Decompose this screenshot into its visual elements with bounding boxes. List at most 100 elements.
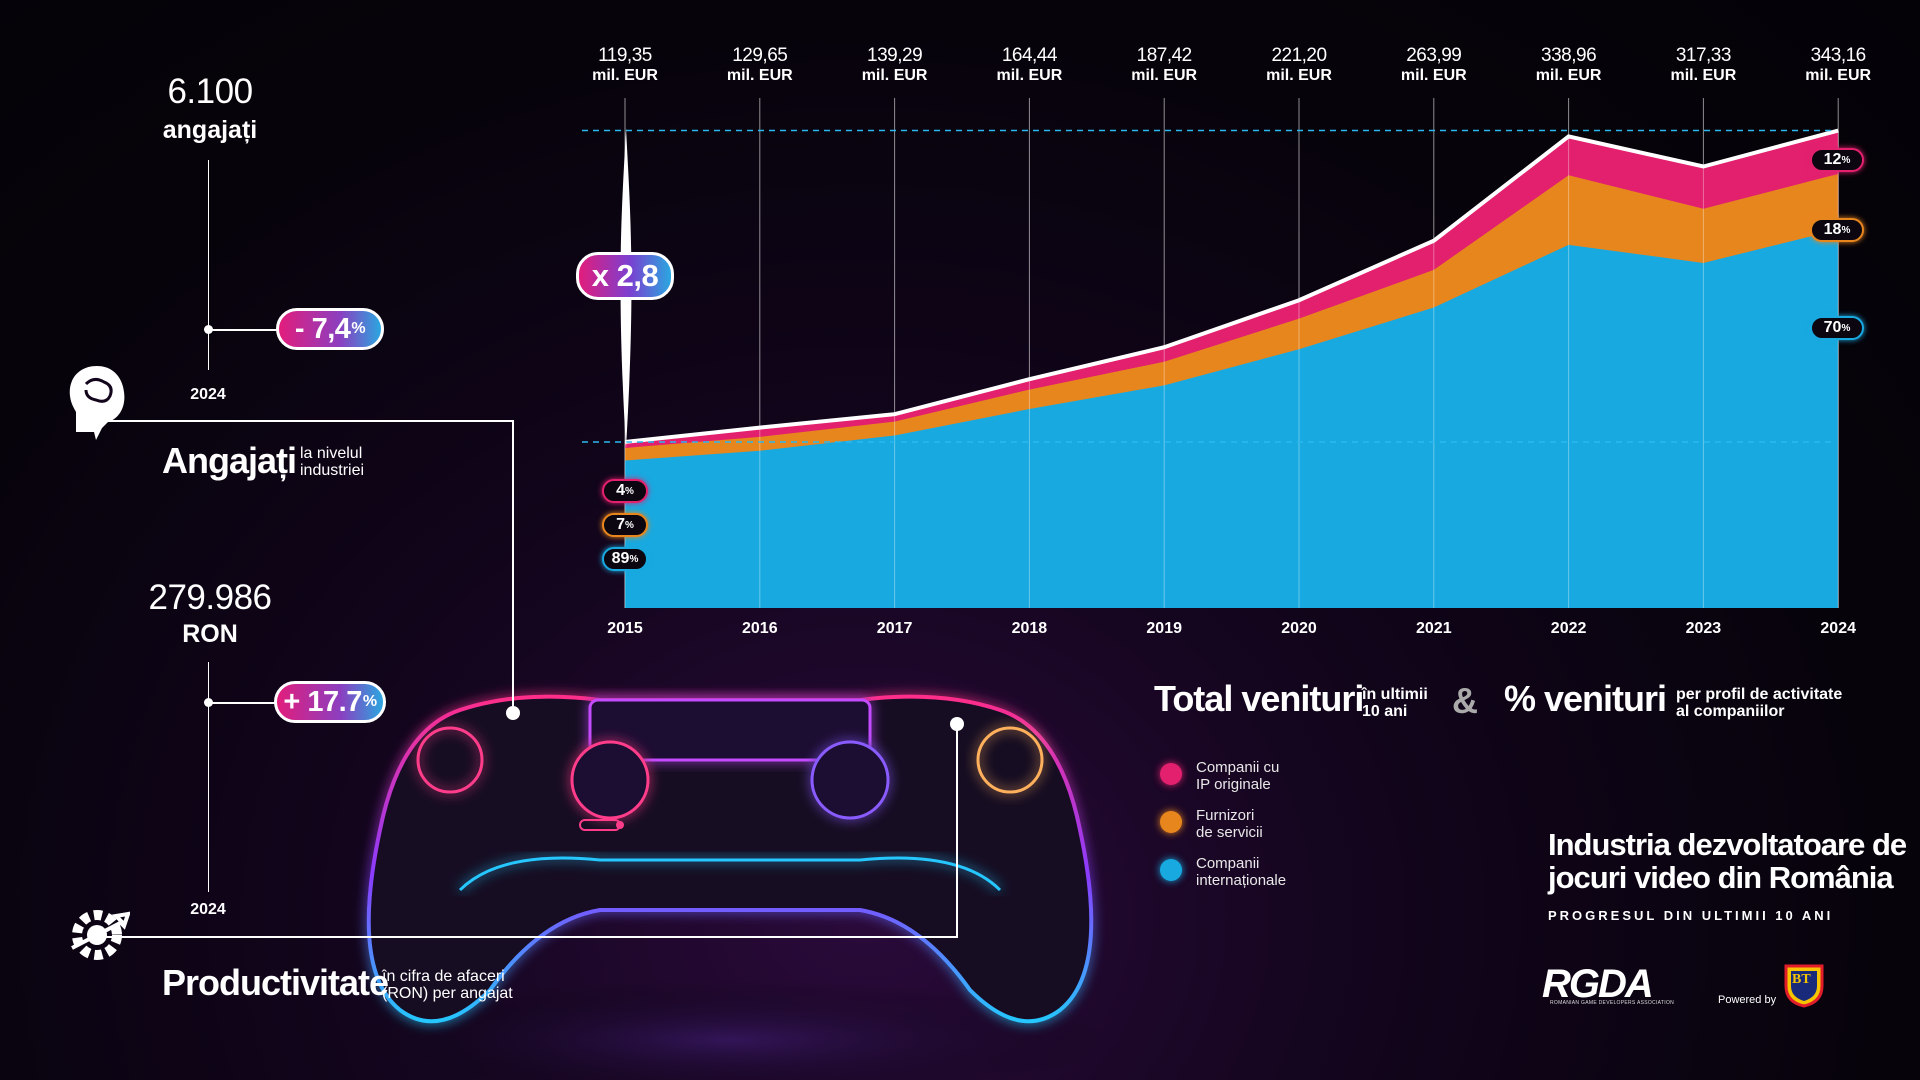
employees-lead-h	[96, 420, 514, 422]
legend-ip-line1: Companii cu	[1196, 759, 1280, 776]
total-value-number: 317,33	[1675, 45, 1732, 66]
area-companii-interna-ionale	[625, 229, 1839, 608]
productivity-subtitle-2: (RON) per angajat	[382, 985, 513, 1002]
share-tag-pct: %	[1841, 154, 1851, 166]
share-tag: 18%	[1810, 218, 1864, 242]
employees-subtitle: la nivelul industriei	[300, 445, 364, 479]
legend-swatch-services	[1160, 811, 1182, 833]
employees-lead-dot	[506, 706, 520, 720]
productivity-value: 279.986	[148, 578, 272, 617]
total-revenue-sub-1: în ultimii	[1362, 686, 1428, 703]
legend-intl-line2: internaționale	[1196, 872, 1287, 889]
employees-value: 6.100	[167, 72, 253, 111]
employees-subtitle-1: la nivelul	[300, 445, 363, 462]
total-value-2019: 187,42 mil. EUR	[1114, 46, 1214, 86]
share-tag-pct: %	[1841, 322, 1851, 334]
multiplier-badge: x 2,8	[576, 252, 674, 300]
x-tick-2024: 2024	[1820, 620, 1856, 637]
employees-change-value: - 7,4	[294, 312, 351, 345]
productivity-change-value: + 17.7	[283, 685, 362, 718]
productivity-change-badge: + 17.7%	[274, 681, 386, 723]
share-tag: 7%	[602, 513, 648, 537]
share-tag: 12%	[1810, 148, 1864, 172]
employees-connector	[212, 329, 278, 331]
employees-unit: angajați	[162, 116, 258, 144]
x-tick-2022: 2022	[1550, 620, 1587, 637]
x-tick-2023: 2023	[1685, 620, 1722, 637]
legend-ip-line2: IP originale	[1196, 776, 1271, 793]
employees-vline	[208, 160, 209, 370]
total-revenue-title: Total venituri	[1154, 678, 1364, 719]
total-value-number: 139,29	[867, 45, 923, 66]
total-value-2021: 263,99 mil. EUR	[1384, 46, 1484, 86]
multiplier-value: x 2,8	[591, 258, 659, 293]
total-value-unit: mil. EUR	[1670, 67, 1737, 84]
gamepad-illustration	[350, 694, 1110, 1080]
total-value-number: 187,42	[1136, 45, 1193, 66]
total-value-unit: mil. EUR	[1400, 67, 1467, 84]
x-tick-2021: 2021	[1416, 620, 1452, 637]
revenue-area-chart	[582, 128, 1839, 609]
bt-logo-text: BT	[1792, 972, 1811, 987]
pct-revenue-title: % venituri	[1504, 678, 1667, 719]
total-value-2020: 221,20 mil. EUR	[1249, 46, 1349, 86]
total-value-unit: mil. EUR	[861, 67, 928, 84]
share-tag-pct: %	[625, 485, 634, 497]
x-tick-2020: 2020	[1281, 620, 1317, 637]
productivity-lead-dot	[950, 717, 964, 731]
employees-year: 2024	[190, 386, 226, 403]
total-value-number: 119,35	[598, 45, 652, 66]
productivity-lead-v	[956, 724, 958, 938]
ampersand: &	[1452, 680, 1478, 721]
share-tag-value: 4	[616, 482, 625, 499]
total-value-2022: 338,96 mil. EUR	[1519, 46, 1619, 86]
total-value-number: 164,44	[1001, 45, 1058, 66]
employees-change-badge: - 7,4%	[276, 308, 384, 350]
total-value-2015: 119,35 mil. EUR	[575, 46, 675, 86]
legend-swatch-international	[1160, 859, 1182, 881]
x-tick-2015: 2015	[607, 620, 643, 637]
bt-logo	[1784, 964, 1824, 1008]
productivity-vline	[208, 662, 209, 892]
total-line	[624, 128, 1839, 444]
total-value-number: 343,16	[1810, 45, 1867, 66]
legend-label-international: Companii internaționale	[1196, 855, 1286, 889]
infographic-title-2: jocuri video din România	[1548, 860, 1894, 895]
productivity-change-pct: %	[362, 693, 377, 710]
total-value-2017: 139,29 mil. EUR	[845, 46, 945, 86]
infographic-title-1: Industria dezvoltatoare de	[1548, 827, 1907, 862]
pct-revenue-sub-1: per profil de activitate	[1676, 686, 1843, 703]
productivity-year: 2024	[190, 901, 226, 918]
total-value-unit: mil. EUR	[1131, 67, 1198, 84]
total-value-2024: 343,16 mil. EUR	[1788, 46, 1888, 86]
total-value-number: 263,99	[1406, 45, 1462, 66]
share-tag: 70%	[1810, 316, 1864, 340]
total-value-unit: mil. EUR	[592, 67, 658, 84]
x-tick-2019: 2019	[1146, 620, 1182, 637]
total-value-unit: mil. EUR	[996, 67, 1063, 84]
pct-revenue-sub-2: al companiilor	[1676, 703, 1785, 720]
gear-arrows-icon	[71, 910, 130, 960]
productivity-subtitle: în cifra de afaceri (RON) per angajat	[382, 968, 513, 1002]
legend-label-ip: Companii cu IP originale	[1196, 759, 1279, 793]
share-tag-pct: %	[1841, 224, 1851, 236]
total-value-2016: 129,65 mil. EUR	[710, 46, 810, 86]
productivity-dot	[204, 698, 213, 707]
legend-label-services: Furnizori de servicii	[1196, 807, 1263, 841]
share-tag: 4%	[602, 479, 648, 503]
productivity-subtitle-1: în cifra de afaceri	[382, 968, 505, 985]
infographic-title: Industria dezvoltatoare de jocuri video …	[1548, 827, 1907, 895]
total-value-unit: mil. EUR	[1535, 67, 1602, 84]
total-value-2023: 317,33 mil. EUR	[1653, 46, 1753, 86]
employees-subtitle-2: industriei	[300, 462, 365, 479]
infographic-subtitle: PROGRESUL DIN ULTIMII 10 ANI	[1548, 908, 1834, 923]
share-tag-value: 89	[611, 550, 630, 567]
total-revenue-sub-2: 10 ani	[1362, 703, 1408, 720]
legend-services-line2: de servicii	[1196, 824, 1263, 841]
productivity-lead-h	[96, 936, 958, 938]
total-value-number: 338,96	[1541, 45, 1597, 66]
total-value-number: 221,20	[1271, 45, 1327, 66]
rgda-logo: RGDA	[1542, 962, 1654, 1006]
employees-title: Angajați	[162, 440, 297, 481]
legend-services-line1: Furnizori	[1196, 807, 1255, 824]
